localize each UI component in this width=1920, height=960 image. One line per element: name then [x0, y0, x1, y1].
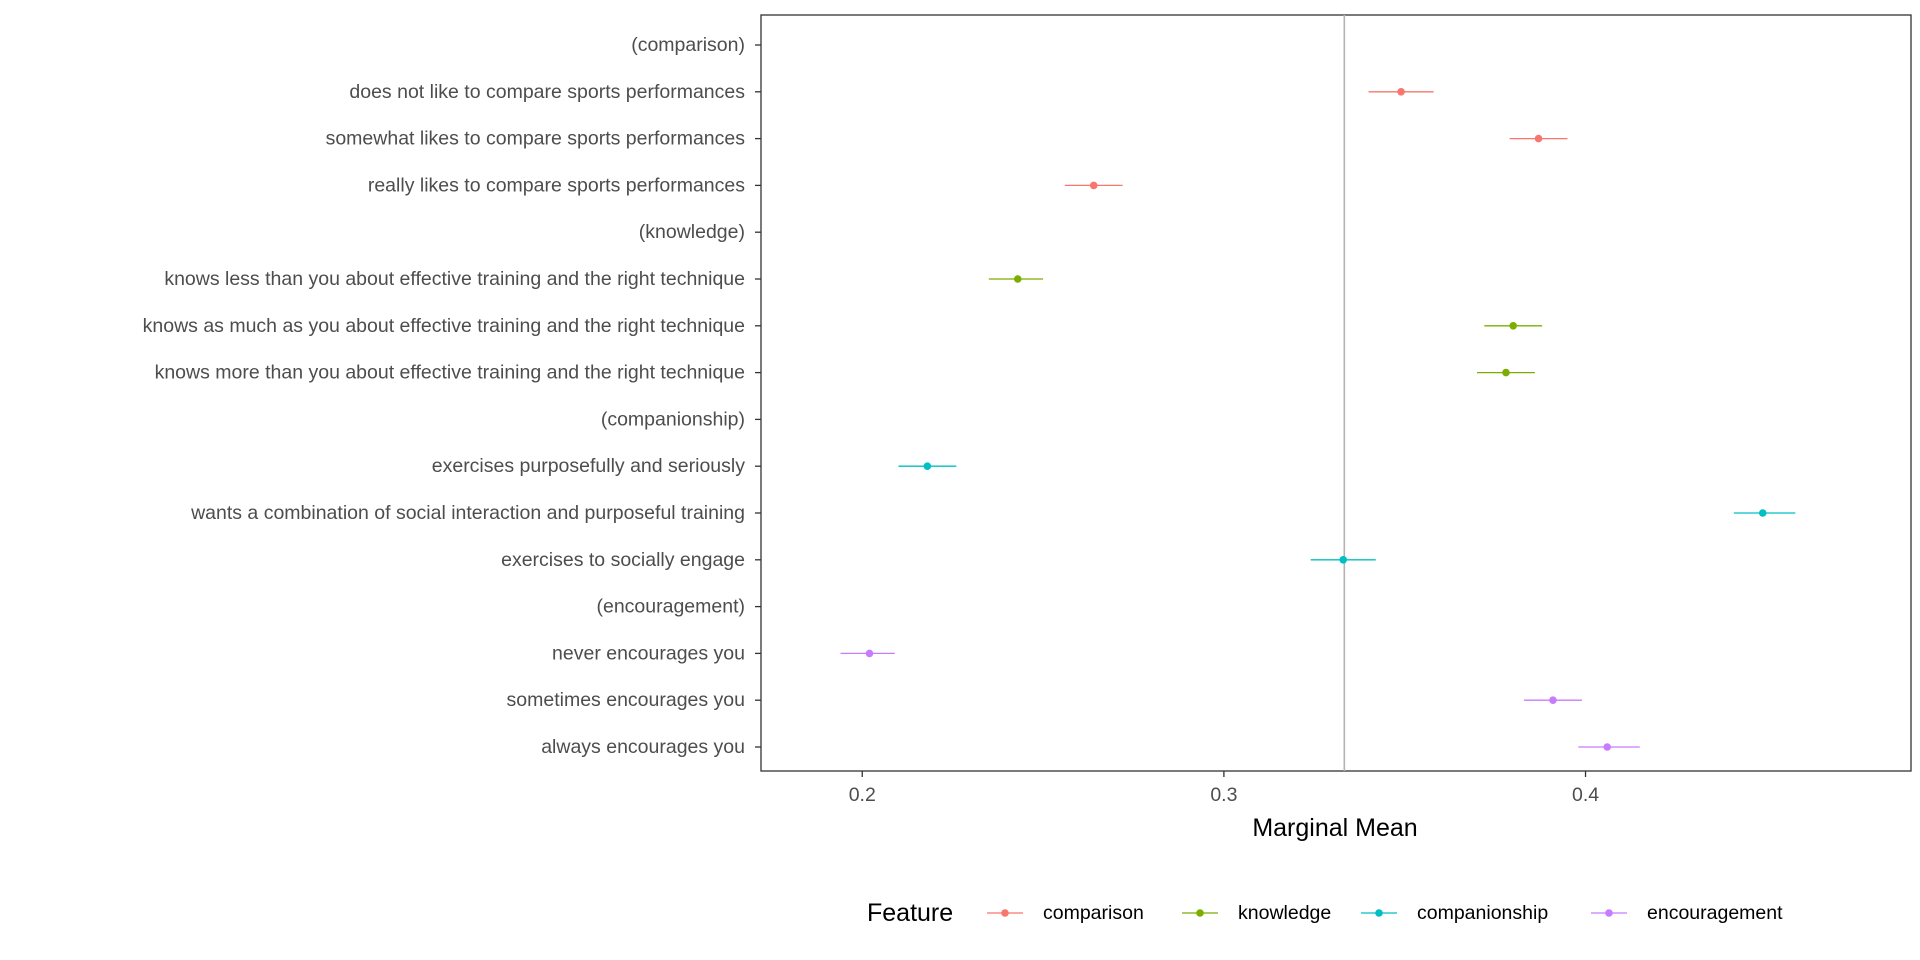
legend: Feature comparison knowledge companionship… [867, 899, 1783, 927]
x-axis-title: Marginal Mean [1252, 814, 1417, 842]
category-labels: (comparison) does not like to compare spo… [143, 34, 746, 758]
legend-item-comparison: comparison [987, 902, 1144, 924]
data-marks [840, 88, 1796, 751]
plot-panel [760, 14, 1912, 772]
x-axis: 0.2 0.3 0.4 [849, 771, 1599, 806]
legend-key-point [1196, 909, 1204, 917]
category-label-knowledge: (knowledge) [639, 221, 745, 243]
legend-item-knowledge: knowledge [1182, 902, 1331, 924]
x-tick-label: 0.4 [1572, 784, 1599, 806]
point-knows-more-than-you-about-effective-training-and-the-right-technique [1502, 368, 1510, 377]
legend-label: companionship [1417, 902, 1548, 924]
category-label-knows-more-than-you-about-effective-training-and-the-right-technique: knows more than you about effective trai… [155, 362, 745, 384]
category-label-does-not-like-to-compare-sports-performances: does not like to compare sports performa… [349, 81, 745, 103]
legend-item-encouragement: encouragement [1591, 902, 1783, 924]
point-exercises-purposefully-and-seriously [923, 462, 932, 471]
category-label-comparison: (comparison) [631, 34, 745, 56]
legend-label: encouragement [1647, 902, 1783, 924]
category-label-never-encourages-you: never encourages you [552, 642, 745, 664]
category-label-wants-a-combination-of-social-interaction-and-purposeful-training: wants a combination of social interactio… [190, 502, 745, 524]
legend-label: knowledge [1238, 902, 1331, 924]
point-always-encourages-you [1603, 743, 1612, 751]
point-wants-a-combination-of-social-interaction-and-purposeful-training [1758, 509, 1767, 517]
category-label-sometimes-encourages-you: sometimes encourages you [507, 689, 745, 711]
legend-title: Feature [867, 899, 953, 927]
point-really-likes-to-compare-sports-performances [1089, 181, 1098, 190]
category-label-always-encourages-you: always encourages you [541, 736, 745, 758]
category-label-really-likes-to-compare-sports-performances: really likes to compare sports performan… [368, 174, 745, 196]
point-sometimes-encourages-you [1549, 696, 1557, 704]
point-exercises-to-socially-engage [1339, 556, 1348, 564]
point-knows-as-much-as-you-about-effective-training-and-the-right-technique [1509, 322, 1518, 330]
point-knows-less-than-you-about-effective-training-and-the-right-technique [1013, 275, 1022, 283]
x-tick-label: 0.3 [1210, 784, 1237, 806]
legend-item-companionship: companionship [1361, 902, 1548, 924]
legend-key-point [1375, 909, 1383, 917]
category-label-knows-as-much-as-you-about-effective-training-and-the-right-technique: knows as much as you about effective tra… [143, 315, 745, 337]
legend-key-point [1001, 909, 1009, 917]
category-label-exercises-to-socially-engage: exercises to socially engage [501, 549, 745, 571]
category-label-exercises-purposefully-and-seriously: exercises purposefully and seriously [432, 455, 745, 477]
category-label-companionship: (companionship) [601, 408, 745, 430]
point-never-encourages-you [865, 649, 874, 658]
category-label-somewhat-likes-to-compare-sports-performances: somewhat likes to compare sports perform… [326, 128, 746, 150]
category-label-knows-less-than-you-about-effective-training-and-the-right-technique: knows less than you about effective trai… [164, 268, 745, 290]
point-does-not-like-to-compare-sports-performances [1397, 88, 1405, 96]
x-tick-label: 0.2 [849, 784, 876, 806]
legend-key-point [1605, 909, 1613, 917]
category-label-encouragement: (encouragement) [597, 596, 746, 618]
legend-label: comparison [1043, 902, 1144, 924]
point-somewhat-likes-to-compare-sports-performances [1534, 134, 1543, 143]
category-ticks [755, 44, 761, 748]
